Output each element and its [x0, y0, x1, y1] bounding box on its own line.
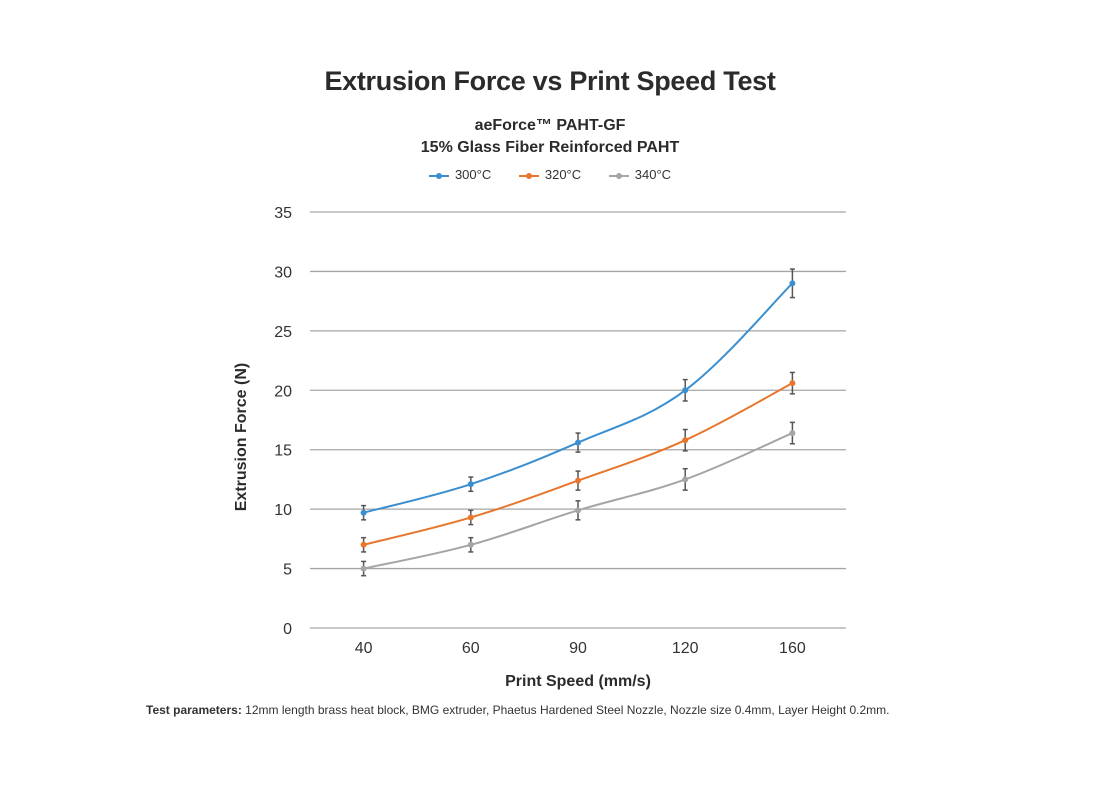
data-point-320c-120 — [682, 437, 689, 444]
data-point-340c-90 — [575, 507, 581, 514]
data-point-300c-90 — [575, 439, 581, 446]
y-tick-label-30: 30 — [274, 264, 292, 281]
chart-legend: 300°C 320°C 340°C — [0, 167, 1100, 182]
legend-swatch-320c — [518, 172, 539, 179]
legend-label-340c: 340°C — [634, 167, 672, 182]
chart-subtitle-material: aeForce™ PAHT-GF — [474, 117, 626, 134]
legend-item-300c: 300°C — [428, 167, 492, 182]
legend-label-320c: 320°C — [544, 167, 582, 182]
test-parameters-label: Test parameters: — [146, 703, 242, 717]
data-point-300c-60 — [467, 481, 474, 488]
y-tick-label-35: 35 — [274, 205, 292, 222]
y-tick-label-15: 15 — [274, 443, 292, 460]
legend-item-340c: 340°C — [608, 167, 672, 182]
x-tick-label-40: 40 — [355, 640, 373, 657]
legend-swatch-300c — [428, 172, 449, 179]
data-point-320c-40 — [360, 541, 367, 548]
y-tick-label-10: 10 — [274, 502, 292, 519]
data-point-300c-40 — [360, 509, 367, 516]
data-point-320c-90 — [575, 477, 581, 484]
x-tick-label-90: 90 — [569, 640, 587, 657]
x-tick-label-60: 60 — [462, 640, 480, 657]
data-point-340c-40 — [360, 565, 367, 572]
y-tick-label-5: 5 — [283, 562, 292, 579]
test-parameters-text: 12mm length brass heat block, BMG extrud… — [241, 703, 890, 717]
data-point-300c-120 — [682, 387, 689, 394]
y-axis-title: Extrusion Force (N) — [233, 363, 250, 511]
y-tick-label-25: 25 — [274, 324, 292, 341]
x-axis-title: Print Speed (mm/s) — [505, 673, 651, 690]
legend-swatch-340c — [608, 172, 629, 179]
data-point-340c-120 — [682, 476, 689, 483]
data-point-320c-60 — [467, 514, 474, 521]
test-parameters-note: Test parameters: 12mm length brass heat … — [146, 703, 889, 717]
data-point-340c-60 — [467, 541, 474, 548]
chart-subtitle-description: 15% Glass Fiber Reinforced PAHT — [420, 139, 680, 156]
y-tick-label-20: 20 — [274, 383, 292, 400]
legend-item-320c: 320°C — [518, 167, 582, 182]
data-point-340c-160 — [789, 430, 796, 437]
data-point-300c-160 — [789, 280, 796, 287]
data-point-320c-160 — [789, 380, 796, 387]
y-tick-label-0: 0 — [283, 621, 292, 638]
chart-title: Extrusion Force vs Print Speed Test — [324, 66, 776, 96]
x-tick-label-160: 160 — [779, 640, 806, 657]
x-tick-label-120: 120 — [672, 640, 699, 657]
legend-label-300c: 300°C — [454, 167, 492, 182]
